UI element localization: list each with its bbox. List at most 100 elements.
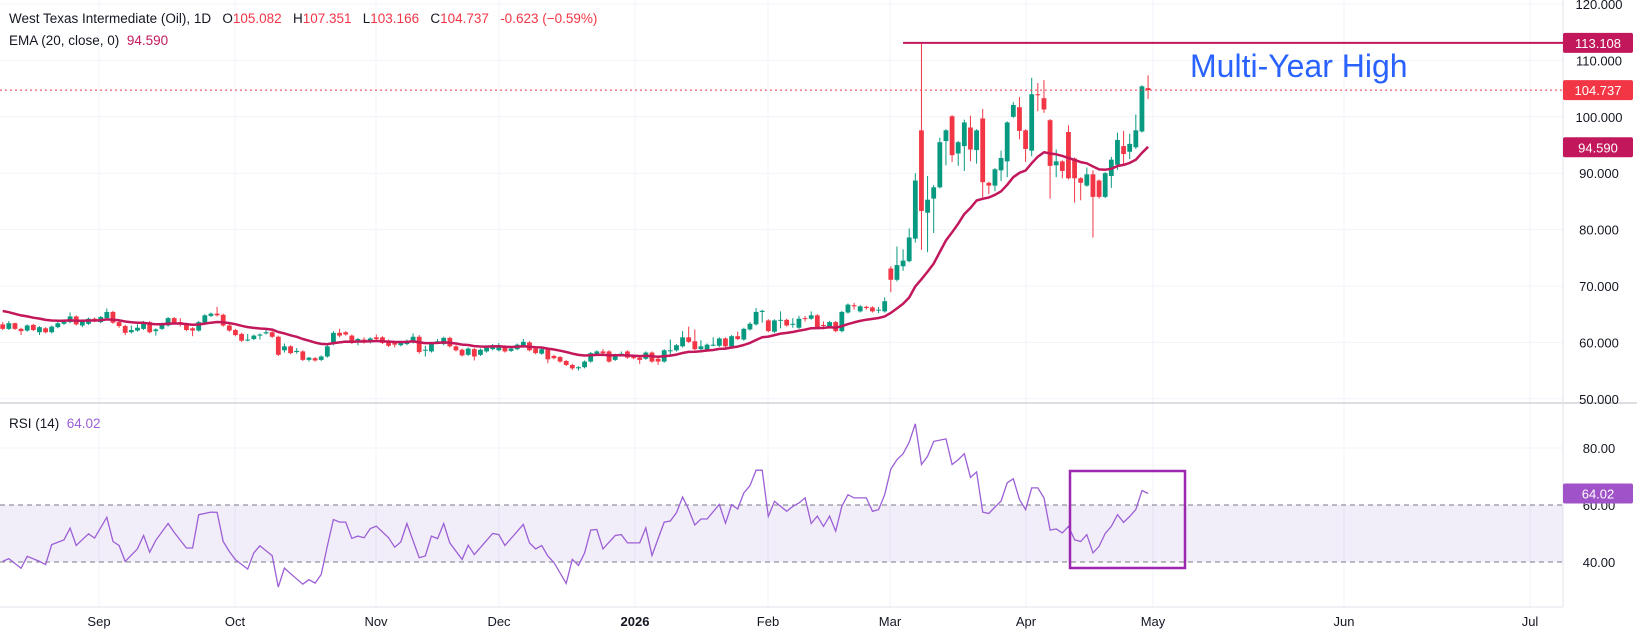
price-tick-label: 70.000 xyxy=(1579,279,1619,294)
candle-body xyxy=(1096,180,1102,197)
candle-body xyxy=(961,122,967,147)
candle-body xyxy=(955,142,961,154)
candle-body xyxy=(153,329,159,332)
candle-body xyxy=(18,328,24,332)
candle-body xyxy=(1102,173,1108,197)
last-price-tag: 104.737 xyxy=(1563,80,1633,101)
candle-body xyxy=(857,306,863,312)
candle-body xyxy=(55,323,61,328)
candle-body xyxy=(331,332,336,345)
candle xyxy=(251,334,257,341)
candle-body xyxy=(851,305,857,307)
candle xyxy=(453,345,459,352)
candle xyxy=(196,320,202,332)
candle-body xyxy=(894,265,900,280)
time-label: Feb xyxy=(756,614,780,629)
candle-body xyxy=(61,320,67,324)
low-label: L xyxy=(362,11,371,26)
candle-body xyxy=(116,322,122,327)
candle-body xyxy=(1010,104,1016,117)
candle-body xyxy=(919,130,924,211)
candle-body xyxy=(1041,98,1047,110)
candle xyxy=(239,332,244,342)
rsi-value-tag-text: 64.02 xyxy=(1582,487,1615,502)
candle xyxy=(992,168,998,192)
candle-body xyxy=(710,344,716,346)
candle xyxy=(214,306,220,317)
candle-body xyxy=(674,345,679,351)
candle-body xyxy=(226,325,232,331)
candle-body xyxy=(257,334,263,336)
candle xyxy=(692,329,698,351)
candle-body xyxy=(165,318,171,326)
candle-body xyxy=(1029,94,1035,151)
candle xyxy=(245,333,251,342)
candle xyxy=(674,344,679,352)
candle xyxy=(582,360,587,369)
rsi-highlight-box[interactable] xyxy=(1068,469,1187,570)
candle xyxy=(906,228,912,263)
price-tick-label: 90.000 xyxy=(1579,166,1619,181)
candle-body xyxy=(147,322,153,333)
candle-body xyxy=(1090,174,1096,197)
candle xyxy=(778,311,783,329)
candle xyxy=(539,348,545,355)
candle xyxy=(1078,177,1084,201)
candle-body xyxy=(1127,143,1133,152)
candle xyxy=(116,320,122,328)
rsi-tick-label: 80.00 xyxy=(1583,441,1616,456)
candle-body xyxy=(43,328,48,333)
candle xyxy=(104,308,110,320)
candle xyxy=(55,322,61,329)
candle xyxy=(312,357,318,362)
candle xyxy=(974,129,979,164)
rsi-legend[interactable]: RSI (14) 64.02 xyxy=(9,416,101,431)
candle xyxy=(1108,156,1114,188)
candle-body xyxy=(171,318,177,323)
candle-body xyxy=(747,323,753,330)
candle xyxy=(1145,75,1151,99)
candle-body xyxy=(386,340,391,346)
candle-body xyxy=(1115,139,1120,165)
candle-body xyxy=(741,328,747,340)
price-axis[interactable]: 120.000 110.000 100.000 90.000 80.000 70.000 6… xyxy=(1576,0,1623,407)
candle xyxy=(128,325,134,334)
rsi-label: RSI (14) xyxy=(9,416,60,431)
candle-body xyxy=(631,357,636,359)
candle-body xyxy=(441,337,447,345)
close-label: C xyxy=(430,11,441,26)
symbol-legend[interactable]: West Texas Intermediate (Oil), 1D O105.0… xyxy=(9,11,597,26)
candle-body xyxy=(637,357,643,360)
high-value: 107.351 xyxy=(302,11,352,26)
candle xyxy=(226,324,232,332)
candle-body xyxy=(1066,132,1071,179)
candle-body xyxy=(1017,107,1022,131)
candle xyxy=(533,347,538,355)
candle-body xyxy=(937,142,943,188)
high-label: H xyxy=(292,11,303,26)
candle xyxy=(318,355,324,362)
candle-body xyxy=(337,332,342,336)
candle-body xyxy=(343,332,349,335)
candle xyxy=(220,313,226,327)
candle-body xyxy=(1059,161,1065,171)
candle xyxy=(1127,133,1133,160)
candle xyxy=(190,327,195,337)
time-label: Jul xyxy=(1521,614,1539,629)
candle xyxy=(600,349,606,355)
candle xyxy=(6,320,12,330)
candle xyxy=(24,324,30,332)
candle xyxy=(667,339,673,357)
candle-body xyxy=(729,336,734,347)
candle xyxy=(723,337,728,348)
candle xyxy=(1072,157,1077,203)
ema-legend[interactable]: EMA (20, close, 0) 94.590 xyxy=(9,33,168,48)
candle-body xyxy=(588,353,594,362)
time-label: Oct xyxy=(224,614,246,629)
rsi-tick-label: 40.00 xyxy=(1583,555,1616,570)
candle-body xyxy=(520,341,526,347)
open-label: O xyxy=(222,11,233,26)
candle-body xyxy=(808,315,814,319)
